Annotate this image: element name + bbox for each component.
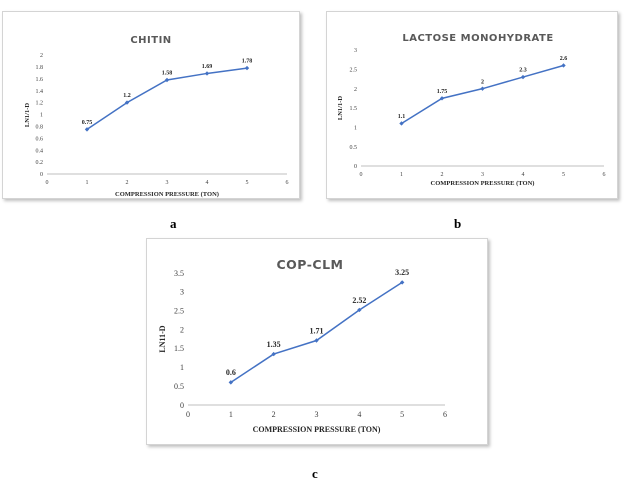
x-tick-label: 1 xyxy=(400,172,403,178)
chart-title: CHITIN xyxy=(130,35,171,46)
y-tick-label: 3 xyxy=(180,288,184,297)
y-tick-label: 1.2 xyxy=(36,101,44,107)
chart-title: COP-CLM xyxy=(276,257,343,272)
data-point xyxy=(204,71,210,76)
x-tick-label: 5 xyxy=(562,172,565,178)
y-axis-label: LN11-D xyxy=(158,325,167,352)
x-tick-label: 6 xyxy=(443,410,447,419)
y-tick-label: 1.5 xyxy=(350,106,358,112)
chart-lactose-monohydrate: LACTOSE MONOHYDRATE 0 1 2 3 4 5 6 0 0.5 1 1.5 2 2.5 3 C… xyxy=(337,33,606,187)
x-tick-label: 3 xyxy=(166,180,169,186)
data-point xyxy=(314,338,319,343)
data-label: 1.69 xyxy=(202,64,213,70)
chart-chitin: CHITIN 0 1 2 3 4 5 6 0 0.2 0.4 0.6 0.8 1 1.2 1.4 1.6 1.8 2… xyxy=(24,35,289,198)
caption-c: c xyxy=(312,466,318,481)
x-tick-label: 4 xyxy=(522,172,525,178)
x-axis-label: COMPRESSION PRESSURE (TON) xyxy=(431,180,535,187)
y-tick-label: 2 xyxy=(354,87,357,93)
y-tick-label: 1.6 xyxy=(36,77,44,83)
y-axis-label: LN1/1-D xyxy=(337,96,344,121)
y-tick-label: 1 xyxy=(40,113,43,119)
x-axis-label: COMPRESSION PRESSURE (TON) xyxy=(253,425,381,434)
x-tick-label: 1 xyxy=(86,180,89,186)
series-line xyxy=(401,64,564,125)
chart-title: LACTOSE MONOHYDRATE xyxy=(402,33,553,44)
y-tick-label: 1 xyxy=(180,363,184,372)
data-point xyxy=(439,96,445,101)
data-label: 1.2 xyxy=(123,93,131,99)
x-tick-label: 2 xyxy=(126,180,129,186)
x-tick-label: 6 xyxy=(286,180,289,186)
x-tick-label: 3 xyxy=(315,410,319,419)
caption-a: a xyxy=(170,216,177,231)
caption-b: b xyxy=(454,216,462,231)
x-tick-label: 4 xyxy=(357,410,361,419)
data-label: 1.71 xyxy=(310,326,324,335)
data-label: 1.1 xyxy=(398,114,406,120)
y-tick-label: 0 xyxy=(180,401,184,410)
x-tick-label: 1 xyxy=(229,410,233,419)
data-label: 2 xyxy=(481,79,484,85)
x-tick-label: 6 xyxy=(603,172,606,178)
y-tick-label: 2 xyxy=(180,325,184,334)
data-point xyxy=(399,280,405,285)
x-tick-label: 2 xyxy=(441,172,444,178)
y-tick-label: 3 xyxy=(354,48,357,54)
x-tick-label: 4 xyxy=(206,180,209,186)
data-point xyxy=(520,74,526,80)
data-label: 1.35 xyxy=(267,340,281,349)
y-tick-label: 0.4 xyxy=(36,148,44,154)
data-label: 1.58 xyxy=(162,71,173,77)
data-label: 2.52 xyxy=(352,296,366,305)
data-label: 3.25 xyxy=(395,268,409,277)
x-tick-label: 0 xyxy=(186,410,190,419)
y-tick-label: 0.5 xyxy=(350,145,358,151)
x-tick-label: 5 xyxy=(400,410,404,419)
x-tick-label: 0 xyxy=(46,180,49,186)
y-tick-label: 0 xyxy=(354,164,357,170)
chart-cop-clm: COP-CLM 0 1 2 3 4 5 6 0 0.5 1 1.5 2 2.5 3 3.5 COMPRESSIO… xyxy=(158,257,447,434)
data-point xyxy=(164,77,170,83)
y-tick-label: 2 xyxy=(40,53,43,59)
data-point xyxy=(357,307,362,313)
data-point xyxy=(480,86,485,91)
y-tick-label: 0 xyxy=(40,172,43,178)
y-tick-label: 1.5 xyxy=(174,344,184,353)
y-tick-label: 0.2 xyxy=(36,160,44,166)
data-point xyxy=(399,121,404,126)
y-tick-label: 3.5 xyxy=(174,269,184,278)
y-tick-label: 0.6 xyxy=(36,136,44,142)
data-label: 0.6 xyxy=(226,368,236,377)
series-line xyxy=(86,67,248,130)
data-point xyxy=(244,65,250,71)
x-tick-label: 5 xyxy=(246,180,249,186)
chart-panel-lactose: LACTOSE MONOHYDRATE 0 1 2 3 4 5 6 0 0.5 1 1.5 2 2.5 3 C… xyxy=(326,11,618,199)
x-tick-label: 3 xyxy=(481,172,484,178)
y-tick-label: 2.5 xyxy=(174,307,184,316)
chart-panel-cop-clm: COP-CLM 0 1 2 3 4 5 6 0 0.5 1 1.5 2 2.5 3 3.5 COMPRESSIO… xyxy=(146,238,488,445)
y-tick-label: 0.5 xyxy=(174,382,184,391)
y-tick-label: 1 xyxy=(354,125,357,131)
data-point xyxy=(561,63,566,68)
x-tick-label: 0 xyxy=(360,172,363,178)
data-label: 1.78 xyxy=(242,59,253,65)
data-label: 2.6 xyxy=(560,56,568,62)
x-tick-label: 2 xyxy=(272,410,276,419)
y-tick-label: 1.8 xyxy=(36,65,44,71)
y-tick-label: 2.5 xyxy=(350,67,358,73)
data-label: 2.3 xyxy=(519,68,527,74)
y-axis-label: LN1/1-D xyxy=(24,103,31,128)
x-axis-label: COMPRESSION PRESSURE (TON) xyxy=(115,191,219,198)
y-tick-label: 1.4 xyxy=(36,89,44,95)
data-label: 1.75 xyxy=(437,89,448,95)
y-tick-label: 0.8 xyxy=(36,125,44,131)
data-label: 0.75 xyxy=(82,120,93,126)
chart-panel-chitin: CHITIN 0 1 2 3 4 5 6 0 0.2 0.4 0.6 0.8 1 1.2 1.4 1.6 1.8 2… xyxy=(2,11,300,199)
data-point xyxy=(271,351,276,357)
